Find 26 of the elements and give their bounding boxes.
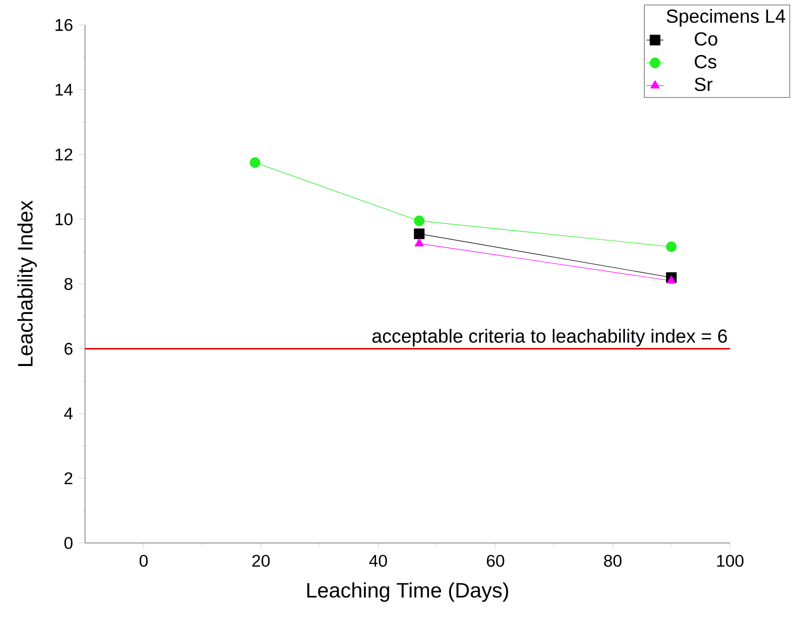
x-tick-label: 100: [717, 554, 744, 567]
y-tick-label: 14: [56, 84, 73, 96]
legend-label: Cs: [694, 54, 716, 68]
point: [414, 228, 425, 240]
y-axis-title: Leachability Index: [17, 200, 37, 366]
x-tick-label: 40: [369, 554, 387, 567]
y-tick-label: 16: [56, 18, 72, 31]
x-tick-label: 80: [604, 554, 622, 567]
point: [666, 241, 677, 252]
y-tick-label: 0: [64, 536, 73, 549]
x-tick-label: 60: [486, 554, 504, 567]
y-tick-label: 2: [64, 472, 72, 484]
y-tick-label: 12: [56, 148, 72, 160]
x-axis-title: Leaching Time (Days): [307, 582, 508, 602]
x-tick-label: 20: [252, 554, 270, 567]
y-tick-label: 4: [64, 408, 73, 420]
ref-line-label: acceptable criteria to leachability index = 6: [372, 328, 727, 347]
y-tick-label: 10: [56, 213, 73, 226]
legend-title: Specimens L4: [666, 8, 786, 27]
y-tick-label: 8: [64, 278, 72, 290]
legend-label: Sr: [694, 78, 712, 92]
x-tick-label: 0: [140, 554, 148, 567]
y-tick-label: 6: [64, 342, 72, 355]
point: [250, 157, 260, 168]
legend-label: Co: [694, 32, 718, 46]
point: [414, 216, 425, 226]
